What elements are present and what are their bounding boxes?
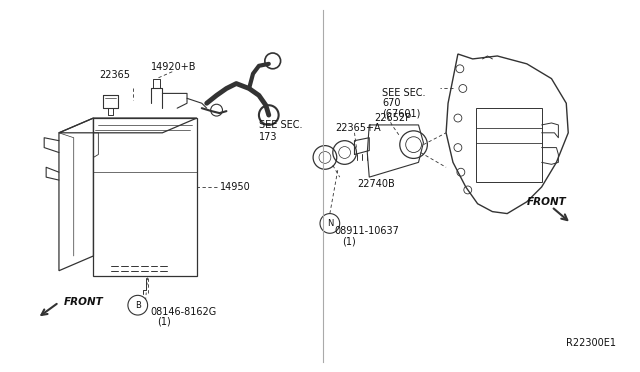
Text: 22740B: 22740B [357,179,395,189]
Text: 08146-8162G: 08146-8162G [150,307,217,317]
Text: 22652P: 22652P [374,113,412,123]
Text: 14920+B: 14920+B [150,62,196,72]
Text: (67601): (67601) [382,108,420,118]
Text: R22300E1: R22300E1 [566,337,616,347]
Text: 670: 670 [382,98,401,108]
Text: B: B [135,301,141,310]
Text: 22365+A: 22365+A [335,123,380,133]
Text: SEE SEC.: SEE SEC. [382,89,426,99]
Text: FRONT: FRONT [527,197,566,207]
Text: SEE SEC.
173: SEE SEC. 173 [259,120,303,142]
Text: 22365: 22365 [99,70,131,80]
Text: 08911-10637: 08911-10637 [335,226,399,236]
Text: (1): (1) [157,317,172,327]
Text: N: N [326,219,333,228]
Text: (1): (1) [342,236,355,246]
Text: FRONT: FRONT [64,297,104,307]
Text: 14950: 14950 [220,182,250,192]
